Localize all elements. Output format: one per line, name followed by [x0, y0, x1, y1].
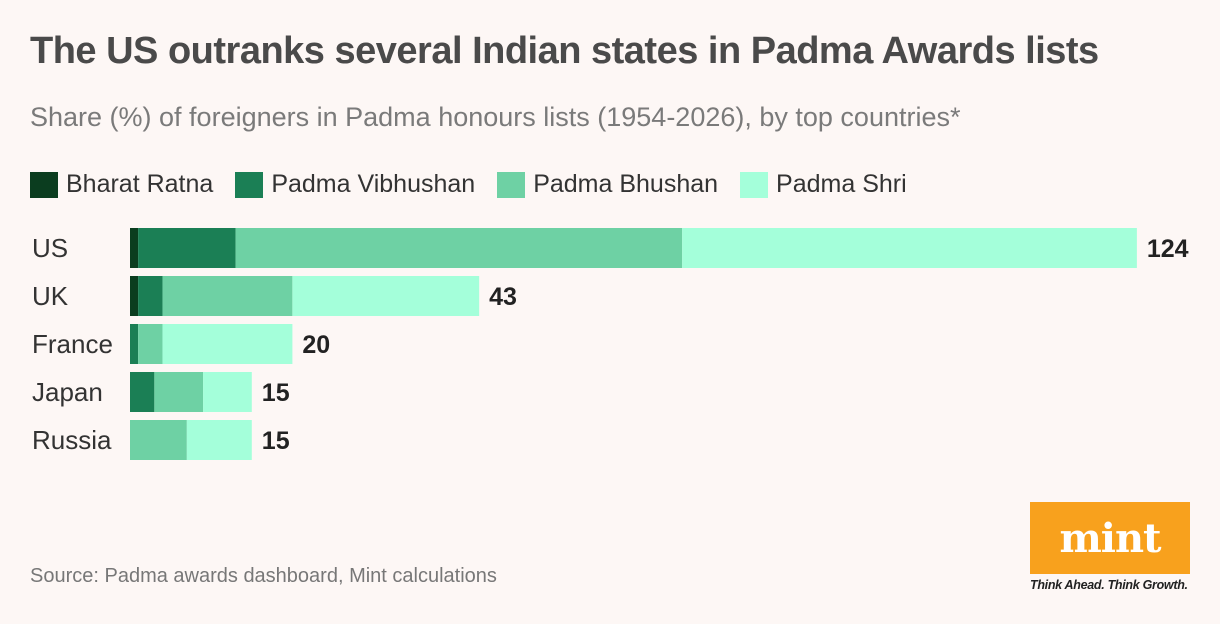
stacked-bar-chart: US 124 UK 43 France 20 Japan 15 Russia 15	[32, 228, 1189, 460]
bar-segment	[130, 228, 139, 268]
bar-segment	[203, 372, 252, 412]
bar-segment	[162, 324, 293, 364]
legend-item-padma-vibhushan: Padma Vibhushan	[235, 170, 475, 199]
bar-segment	[186, 420, 252, 460]
bar-segment	[292, 276, 480, 316]
bar-segment	[162, 276, 293, 316]
bar-segment	[130, 324, 139, 364]
bar-segment	[130, 420, 187, 460]
mint-logo: mint	[1030, 502, 1190, 574]
legend-swatch	[740, 171, 769, 198]
legend-swatch	[497, 171, 526, 198]
legend-label: Padma Shri	[776, 170, 907, 198]
total-value-label: 20	[302, 331, 330, 359]
category-label: UK	[32, 281, 69, 311]
category-label: Russia	[32, 425, 112, 455]
legend-label: Padma Bhushan	[533, 170, 719, 198]
total-value-label: 43	[489, 283, 517, 311]
category-label: Japan	[32, 377, 103, 407]
total-value-label: 124	[1147, 235, 1189, 263]
legend-item-padma-bhushan: Padma Bhushan	[497, 170, 718, 199]
chart-legend: Bharat Ratna Padma Vibhushan Padma Bhush…	[30, 170, 929, 199]
total-value-label: 15	[262, 379, 290, 407]
logo-wordmark: mint	[1059, 514, 1161, 562]
bar-segment	[235, 228, 683, 268]
bar-segment	[682, 228, 1137, 268]
total-value-label: 15	[262, 427, 290, 455]
legend-label: Bharat Ratna	[66, 170, 214, 198]
bar-segment	[154, 372, 204, 412]
legend-item-bharat-ratna: Bharat Ratna	[30, 170, 213, 199]
category-label: US	[32, 233, 68, 263]
bar-segment	[138, 276, 163, 316]
source-note: Source: Padma awards dashboard, Mint cal…	[30, 565, 497, 587]
legend-item-padma-shri: Padma Shri	[740, 170, 907, 199]
logo-tagline: Think Ahead. Think Growth.	[1030, 578, 1188, 592]
bar-segment	[138, 324, 163, 364]
category-label: France	[32, 329, 113, 359]
legend-swatch	[30, 171, 58, 198]
bar-segment	[130, 276, 139, 316]
bar-segment	[138, 228, 236, 268]
bar-segment	[130, 372, 155, 412]
legend-label: Padma Vibhushan	[271, 170, 476, 198]
chart-subtitle: Share (%) of foreigners in Padma honours…	[30, 102, 961, 132]
chart-title: The US outranks several Indian states in…	[30, 30, 1099, 72]
legend-swatch	[235, 171, 264, 198]
